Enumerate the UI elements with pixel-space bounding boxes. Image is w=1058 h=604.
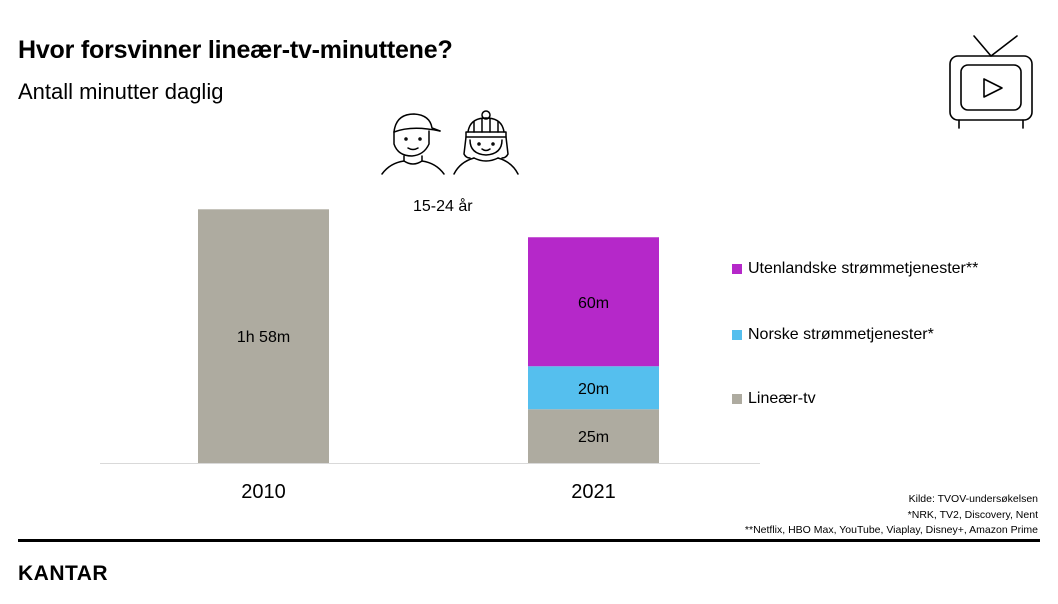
bar-segment — [528, 366, 659, 410]
x-tick-label: 2010 — [241, 481, 286, 503]
data-label: 1h 58m — [237, 329, 290, 346]
young-people-icon — [381, 110, 519, 175]
tv-play-icon — [949, 35, 1033, 129]
legend-swatch — [732, 264, 742, 274]
kantar-logo: KANTAR — [18, 562, 109, 585]
legend-label: Lineær-tv — [748, 390, 816, 407]
legend-item: Utenlandske strømmetjenester** — [732, 260, 978, 278]
legend-swatch — [732, 330, 742, 340]
legend-label: Utenlandske strømmetjenester** — [748, 260, 979, 277]
legend-item: Norske strømmetjenester* — [732, 326, 934, 344]
bar-segment — [198, 209, 329, 463]
source-notes: Kilde: TVOV-undersøkelsen *NRK, TV2, Dis… — [745, 492, 1038, 539]
data-label: 20m — [578, 381, 609, 398]
source-line: **Netflix, HBO Max, YouTube, Viaplay, Di… — [744, 524, 1038, 536]
chart-subtitle: Antall minutter daglig — [18, 79, 224, 104]
bottom-divider — [18, 539, 1040, 542]
source-line: *NRK, TV2, Discovery, Nent — [907, 508, 1038, 521]
age-group-label: 15-24 år — [413, 198, 473, 215]
chart-title: Hvor forsvinner lineær-tv-minuttene? — [18, 36, 453, 64]
bar-segment — [528, 409, 659, 463]
bar-segment — [528, 237, 659, 367]
data-label: 25m — [578, 429, 609, 446]
legend-item: Lineær-tv — [732, 390, 816, 408]
legend-label: Norske strømmetjenester* — [748, 326, 934, 343]
source-line: Kilde: TVOV-undersøkelsen — [908, 493, 1038, 505]
legend-swatch — [732, 394, 742, 404]
x-tick-label: 2021 — [571, 481, 616, 503]
data-label: 60m — [578, 295, 609, 312]
